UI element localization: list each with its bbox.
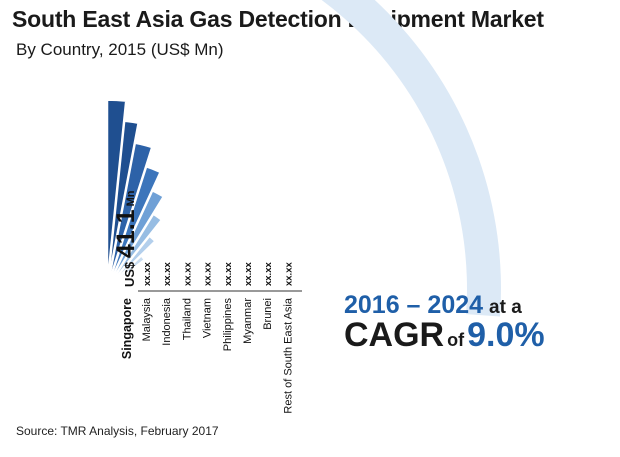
value-label: xx.xx xyxy=(283,262,294,286)
category-label: Brunei xyxy=(262,298,274,330)
category-label: Thailand xyxy=(181,298,193,340)
singapore-value-label: US$ 41.1Mn xyxy=(112,190,140,287)
source-note: Source: TMR Analysis, February 2017 xyxy=(16,424,219,438)
value-label: xx.xx xyxy=(223,262,234,286)
value-label: xx.xx xyxy=(162,262,173,286)
value-label: xx.xx xyxy=(142,262,153,286)
cagr-years-line: 2016 – 2024 at a xyxy=(344,291,522,320)
category-label: Indonesia xyxy=(161,297,173,346)
category-label: Singapore xyxy=(120,298,134,359)
cagr-rate-line: CAGR of9.0% xyxy=(344,316,545,355)
cagr-years: 2016 – 2024 xyxy=(344,291,484,319)
category-label: Vietnam xyxy=(202,298,214,338)
chart-title: South East Asia Gas Detection Equipment … xyxy=(12,6,544,32)
value-label: xx.xx xyxy=(263,262,274,286)
chart-subtitle: By Country, 2015 (US$ Mn) xyxy=(16,40,224,59)
cagr-of: of xyxy=(447,330,465,350)
category-label: Malaysia xyxy=(141,297,153,341)
category-label: Rest of South East Asia xyxy=(282,297,294,413)
cagr-word: CAGR xyxy=(344,316,445,354)
bar-singapore xyxy=(321,0,501,317)
value-label: xx.xx xyxy=(243,262,254,286)
bar-rest-of-south-east-asia xyxy=(105,98,128,290)
cagr-at-a: at a xyxy=(489,297,522,318)
value-label: xx.xx xyxy=(182,262,193,286)
cagr-rate: 9.0% xyxy=(467,316,545,354)
category-label: Philippines xyxy=(222,298,234,352)
category-label: Myanmar xyxy=(242,298,254,344)
value-label: xx.xx xyxy=(203,262,214,286)
